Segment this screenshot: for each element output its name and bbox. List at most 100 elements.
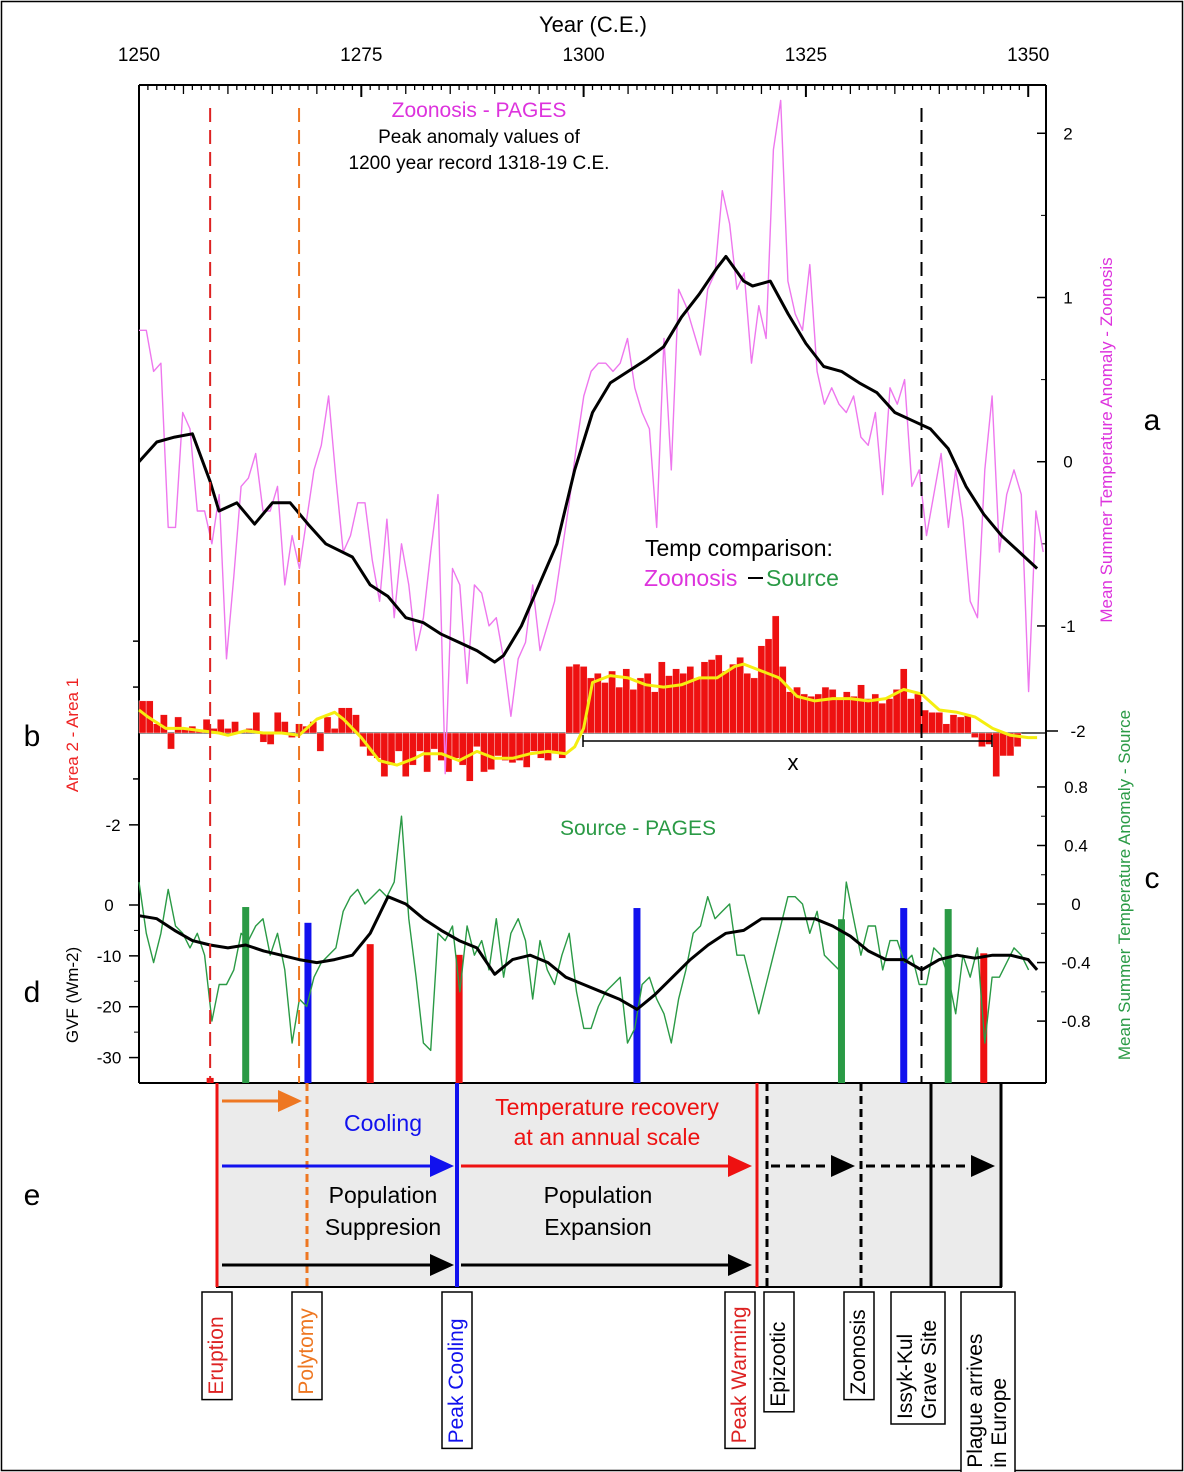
difference-bar [394,732,403,752]
event-label-box [441,1291,473,1450]
panel-letter-d: d [24,976,41,1009]
event-label-box [201,1291,233,1401]
legend-zoonosis: Zoonosis [644,565,737,591]
difference-bar [672,668,680,734]
event-label-text: Zoonosis [847,1309,870,1394]
difference-bar [707,659,716,734]
difference-bar [693,677,702,734]
event-label-5: Zoonosis [843,1291,875,1401]
difference-bar [828,689,837,734]
panel-letter-a: a [1144,404,1161,437]
difference-bar [501,732,510,761]
right-axis-c-tick-label: 0 [1071,895,1080,914]
source-pages-title: Source - PAGES [560,817,716,840]
right-axis-c-tick-label: -0.4 [1061,954,1090,973]
difference-bar [629,689,638,734]
difference-bar [402,732,410,777]
right-axis-c-tick-label: 0.8 [1064,778,1088,797]
event-label-box [843,1291,875,1401]
zoonosis-arrow [866,1155,995,1177]
event-label-6: Issyk-Kul Grave Site [890,1291,946,1425]
ylabel-gvf: GVF (Wm-2) [63,947,82,1043]
difference-bar [601,682,609,734]
gvf-bar [944,909,952,1083]
left-axis-d-tick-label: -30 [97,1049,122,1068]
event-label-box [724,1291,756,1450]
difference-bar [722,670,730,734]
difference-bar [273,712,282,734]
expansion-arrow [461,1254,752,1276]
arrow-head [728,1155,752,1177]
difference-bar [281,721,289,734]
difference-bar [857,684,865,734]
difference-bar [899,668,908,734]
top-axis-tick-label: 1250 [118,45,160,66]
event-label-4: Epizootic [763,1291,795,1413]
difference-bar [907,698,915,734]
top-axis-tick-label: 1350 [1007,45,1049,66]
difference-bar [380,732,389,777]
panel-letter-e: e [24,1179,41,1212]
event-label-box [291,1291,323,1401]
zoonosis-pages-title: Zoonosis - PAGES [392,99,567,122]
source-smoothed-line [138,895,1039,1011]
difference-bar [224,728,232,734]
difference-bar [522,732,531,768]
gvf-bar [455,954,463,1083]
peak-annotation-line1: Peak anomaly values of [378,127,580,148]
event-lines [209,108,1003,1287]
timeline-arrows [222,1090,995,1276]
event-label-text: Peak Warming [728,1306,751,1443]
event-label-text: Epizootic [767,1322,790,1407]
difference-bar [558,732,567,759]
event-label-1: Polytomy [291,1291,323,1401]
expansion-label-2: Expansion [544,1214,651,1240]
difference-bar [978,732,986,747]
top-axis-tick-label: 1300 [562,45,604,66]
difference-bar [650,691,659,734]
recovery-label-1: Temperature recovery [495,1094,719,1120]
difference-bar [999,732,1008,757]
event-label-text: Polytomy [295,1308,318,1395]
difference-bar [252,712,261,734]
difference-bar [430,732,438,750]
event-labels: Eruption Polytomy Peak Cooling Peak Warming… [201,1291,1016,1472]
temp-comparison-title: Temp comparison: [645,535,833,561]
gvf-bar [242,907,250,1083]
difference-bar [743,673,751,734]
event-label-text: Peak Cooling [445,1318,468,1443]
top-axis-tick-label: 1275 [340,45,382,66]
difference-bar [608,670,616,734]
legend-source: Source [766,565,839,591]
difference-bar [643,673,652,734]
difference-bar [992,732,1000,777]
difference-bar [850,696,858,734]
difference-bar [658,661,666,734]
ylabel-zoonosis: Mean Summer Temperature Anomaly - Zoonos… [1097,257,1116,622]
difference-bar [537,732,545,759]
right-axis-a-tick-label: 1 [1063,288,1072,307]
panel-letter-b: b [24,720,41,753]
top-axis-title: Year (C.E.) [539,12,647,37]
difference-bar [821,686,830,734]
cooling-arrow [222,1155,454,1177]
difference-bar [451,732,460,759]
suppression-label-2: Suppresion [325,1214,441,1240]
difference-bar [914,693,922,734]
bracket-x [582,735,993,747]
difference-bar [786,691,794,734]
event-label-text: Issyk-Kul [894,1334,917,1419]
difference-bar [956,716,965,734]
arrow-head [430,1155,454,1177]
difference-bar [971,732,979,738]
gvf-bar [633,908,641,1083]
difference-bar [764,638,773,734]
right-axis-a-tick-label: 0 [1063,453,1072,472]
difference-bar [686,666,695,734]
difference-bar [779,666,787,734]
left-axis-d-tick-label: -10 [97,947,122,966]
zoonosis-smoothed-line [137,254,1039,664]
difference-bar [565,666,574,734]
